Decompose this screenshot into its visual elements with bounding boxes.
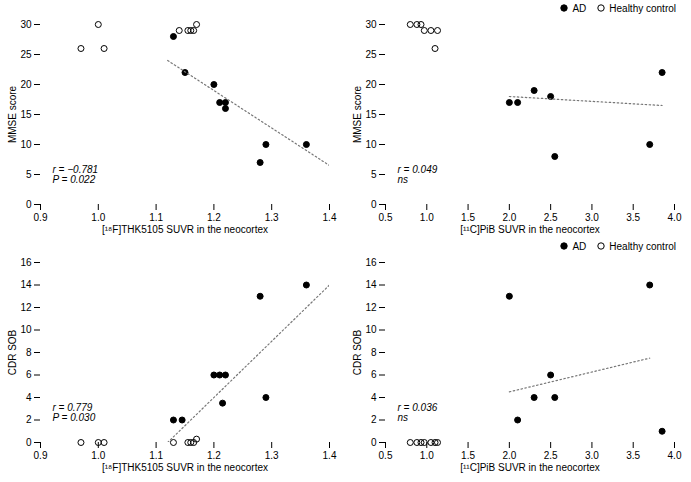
svg-text:[¹¹C]PiB SUVR in the neocortex: [¹¹C]PiB SUVR in the neocortex [460,462,600,473]
svg-text:[¹¹C]PiB SUVR in the neocortex: [¹¹C]PiB SUVR in the neocortex [460,224,600,235]
svg-text:6: 6 [371,369,377,380]
svg-text:2: 2 [371,414,377,425]
svg-text:5: 5 [371,169,377,180]
svg-text:1.2: 1.2 [207,212,221,223]
svg-text:r = 0.036ns: r = 0.036ns [398,402,438,423]
svg-text:8: 8 [26,347,32,358]
svg-text:0: 0 [26,437,32,448]
svg-text:4: 4 [371,392,377,403]
svg-text:2.5: 2.5 [544,212,558,223]
svg-text:0: 0 [26,199,32,210]
html-text:Healthy control: Healthy control [609,240,676,252]
svg-text:8: 8 [371,347,377,358]
svg-text:[¹⁸F]THK5105 SUVR in the neoco: [¹⁸F]THK5105 SUVR in the neocortex [102,462,268,473]
svg-text:30: 30 [20,19,32,30]
svg-text:15: 15 [20,109,32,120]
svg-text:6: 6 [26,369,32,380]
svg-text:14: 14 [365,279,377,290]
svg-text:1.4: 1.4 [323,212,337,223]
svg-text:12: 12 [365,302,377,313]
svg-text:1.0: 1.0 [91,450,105,461]
svg-text:15: 15 [365,109,377,120]
html-text:Healthy control: Healthy control [609,2,676,14]
svg-text:0.9: 0.9 [34,212,48,223]
svg-text:0: 0 [371,437,377,448]
svg-text:1.3: 1.3 [265,212,279,223]
svg-text:10: 10 [20,139,32,150]
svg-text:2.0: 2.0 [502,212,516,223]
svg-text:1.4: 1.4 [323,450,337,461]
svg-text:10: 10 [20,324,32,335]
svg-text:16: 16 [20,257,32,268]
svg-text:20: 20 [365,79,377,90]
html-text:AD: AD [572,240,587,252]
svg-text:1.1: 1.1 [149,450,163,461]
svg-text:1.5: 1.5 [461,212,475,223]
svg-text:2.0: 2.0 [502,450,516,461]
svg-text:1.1: 1.1 [149,212,163,223]
svg-text:5: 5 [26,169,32,180]
svg-text:0.5: 0.5 [379,212,393,223]
svg-text:r = −0.781P = 0.022: r = −0.781P = 0.022 [53,164,99,185]
svg-text:0: 0 [371,199,377,210]
html-text:AD: AD [572,2,587,14]
svg-text:1.0: 1.0 [420,450,434,461]
svg-text:25: 25 [20,49,32,60]
svg-text:20: 20 [20,79,32,90]
svg-text:r = 0.779P = 0.030: r = 0.779P = 0.030 [53,402,96,423]
svg-text:3.5: 3.5 [626,212,640,223]
svg-text:0.5: 0.5 [379,450,393,461]
svg-text:MMSE score: MMSE score [352,85,363,143]
svg-text:4: 4 [26,392,32,403]
svg-text:CDR SOB: CDR SOB [7,329,18,375]
svg-text:12: 12 [20,302,32,313]
svg-text:10: 10 [365,139,377,150]
svg-text:10: 10 [365,324,377,335]
svg-text:14: 14 [20,279,32,290]
svg-text:3.5: 3.5 [626,450,640,461]
svg-text:3.0: 3.0 [585,212,599,223]
svg-text:16: 16 [365,257,377,268]
svg-text:1.2: 1.2 [207,450,221,461]
svg-text:25: 25 [365,49,377,60]
svg-text:2.5: 2.5 [544,450,558,461]
svg-text:4.0: 4.0 [668,450,682,461]
svg-text:0.9: 0.9 [34,450,48,461]
svg-text:r = 0.049ns: r = 0.049ns [398,164,438,185]
svg-text:CDR SOB: CDR SOB [352,329,363,375]
svg-text:1.3: 1.3 [265,450,279,461]
svg-text:[¹⁸F]THK5105 SUVR in the neoco: [¹⁸F]THK5105 SUVR in the neocortex [102,224,268,235]
svg-text:30: 30 [365,19,377,30]
svg-text:2: 2 [26,414,32,425]
svg-text:MMSE score: MMSE score [7,85,18,143]
svg-text:3.0: 3.0 [585,450,599,461]
svg-text:1.0: 1.0 [420,212,434,223]
svg-text:4.0: 4.0 [668,212,682,223]
svg-text:1.0: 1.0 [91,212,105,223]
svg-text:1.5: 1.5 [461,450,475,461]
